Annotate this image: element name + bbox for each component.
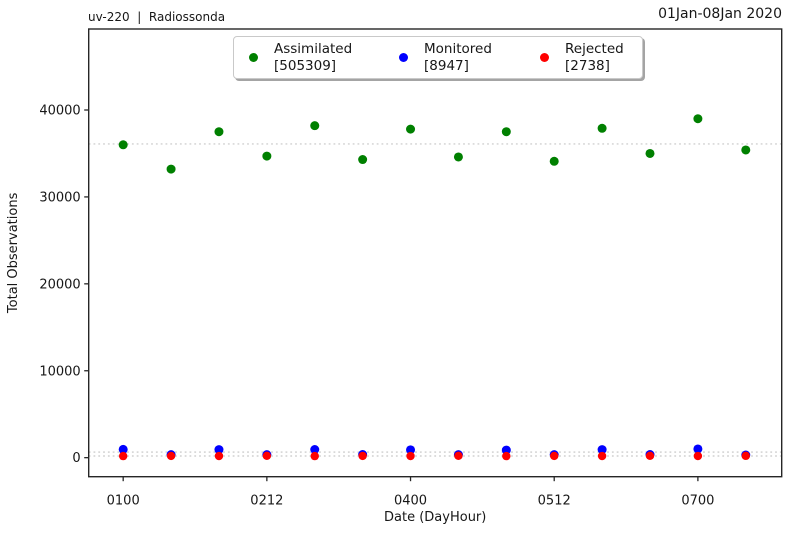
- legend-marker-monitored-icon: [399, 53, 408, 62]
- data-point-rejected: [454, 451, 463, 461]
- data-point-assimilated: [693, 114, 703, 124]
- data-point-rejected: [118, 451, 128, 461]
- data-point-rejected: [214, 451, 224, 461]
- legend-marker-rejected-icon: [540, 53, 549, 62]
- data-point-monitored: [597, 445, 607, 455]
- y-tick-label: 10000: [39, 364, 80, 379]
- y-axis-label: Total Observations: [6, 192, 21, 314]
- data-point-assimilated: [645, 148, 655, 158]
- data-point-assimilated: [741, 145, 751, 155]
- data-point-rejected: [597, 451, 607, 461]
- legend-count-assimilated: [505309]: [274, 57, 337, 74]
- data-point-rejected: [693, 451, 703, 461]
- data-point-assimilated: [262, 151, 272, 161]
- legend: Assimilated [505309] Monitored [8947] Re…: [233, 36, 643, 79]
- legend-count-rejected: [2738]: [565, 57, 610, 74]
- legend-entry-monitored: Monitored [8947]: [399, 37, 492, 78]
- data-point-assimilated: [214, 127, 224, 137]
- legend-label-assimilated: Assimilated: [274, 41, 353, 58]
- data-point-monitored: [214, 445, 224, 455]
- data-point-assimilated: [406, 124, 416, 134]
- data-point-rejected: [406, 451, 415, 461]
- data-point-rejected: [502, 451, 511, 461]
- data-point-monitored: [310, 444, 320, 454]
- data-point-rejected: [741, 451, 750, 461]
- data-point-rejected: [310, 451, 319, 461]
- data-point-assimilated: [501, 127, 511, 137]
- legend-entry-rejected: Rejected [2738]: [540, 37, 624, 78]
- plot-title-right: 01Jan-08Jan 2020: [658, 6, 782, 22]
- data-point-monitored: [406, 445, 416, 455]
- legend-entry-assimilated: Assimilated [505309]: [249, 37, 352, 78]
- legend-label-monitored: Monitored: [424, 41, 492, 58]
- data-point-rejected: [358, 451, 367, 461]
- axes-frame: [87, 28, 783, 478]
- data-point-assimilated: [310, 121, 320, 131]
- data-point-assimilated: [597, 123, 607, 133]
- data-point-rejected: [645, 451, 655, 461]
- data-point-assimilated: [166, 164, 176, 174]
- data-point-monitored: [501, 445, 511, 455]
- x-tick-label: 0400: [394, 494, 427, 509]
- x-tick-label: 0700: [681, 494, 714, 509]
- legend-label-rejected: Rejected: [565, 41, 624, 58]
- y-tick-label: 30000: [39, 190, 80, 205]
- data-point-rejected: [550, 451, 559, 461]
- data-point-rejected: [166, 451, 176, 461]
- x-tick-label: 0100: [107, 494, 140, 509]
- data-point-monitored: [693, 444, 703, 454]
- legend-count-monitored: [8947]: [424, 57, 469, 74]
- data-point-monitored: [118, 444, 128, 454]
- data-point-assimilated: [358, 155, 368, 165]
- legend-marker-assimilated-icon: [249, 53, 258, 62]
- x-axis-label: Date (DayHour): [384, 510, 486, 525]
- data-point-rejected: [262, 451, 272, 461]
- x-tick-label: 0212: [250, 494, 283, 509]
- y-tick-label: 40000: [39, 104, 80, 119]
- y-tick-label: 20000: [39, 277, 80, 292]
- data-point-assimilated: [549, 156, 559, 166]
- data-point-assimilated: [118, 140, 128, 150]
- plot-title-left: uv-220 | Radiossonda: [88, 10, 226, 24]
- x-tick-label: 0512: [538, 494, 571, 509]
- y-tick-label: 0: [72, 451, 80, 466]
- data-point-assimilated: [453, 152, 463, 162]
